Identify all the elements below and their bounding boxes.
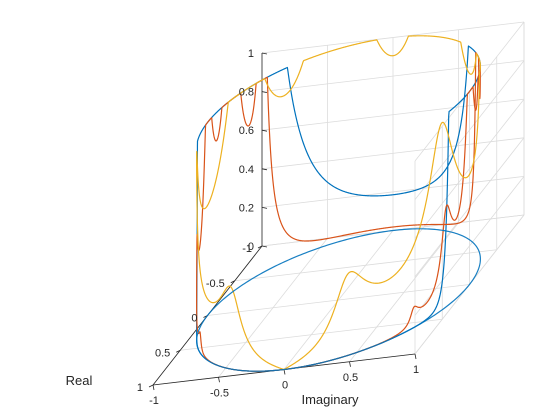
y-tick-label: 1 (413, 364, 419, 376)
z-tick-mark (261, 129, 268, 132)
z-tick-label: 0.4 (239, 164, 254, 176)
x-tick-label: -0.5 (206, 278, 225, 290)
z-tick-label: 0.8 (239, 87, 254, 99)
y-tick-label: -1 (149, 395, 159, 407)
label-layer: Real Imaginary -1 -0.5 0 0.5 1 -1 -0.5 0 0.5 1 0 0.… (66, 48, 419, 407)
y-axis-label: Imaginary (301, 392, 359, 407)
floor-gridline-y (218, 238, 328, 378)
wall-gridline-z (261, 137, 525, 170)
wall-gridline-z (261, 176, 525, 208)
floor-gridline-y (349, 222, 459, 362)
z-tick-mark (261, 52, 268, 55)
z-tick-mark (261, 207, 268, 209)
y-tick-mark (218, 377, 220, 383)
z-tick-label: 0.6 (239, 125, 254, 137)
y-tick-label: -0.5 (210, 387, 229, 399)
z-tick-label: 0 (248, 241, 254, 253)
x-axis-label: Real (66, 373, 93, 388)
y-tick-mark (283, 369, 286, 375)
wall-gridline-z (414, 60, 525, 200)
x-tick-label: 0 (191, 313, 197, 325)
floor-gridline-y (283, 230, 394, 370)
wall-gridline-z (261, 21, 525, 54)
x-tick-mark (230, 280, 235, 284)
y-tick-mark (414, 353, 417, 360)
z-tick-mark (261, 168, 268, 171)
y-tick-mark (349, 361, 351, 367)
x-tick-label: 0.5 (155, 347, 170, 359)
x-tick-mark (176, 349, 181, 353)
unit-circle-trace (196, 228, 481, 372)
z-tick-mark (261, 245, 268, 248)
axis-layer (148, 52, 417, 391)
z-tick-label: 1 (248, 48, 254, 60)
series-layer (196, 35, 481, 372)
y-tick-label: 0 (282, 380, 288, 392)
wall-gridline-z (261, 98, 525, 131)
x-tick-label: -1 (242, 243, 252, 255)
x-tick-label: 1 (137, 382, 143, 394)
z-tick-label: 0.2 (239, 202, 254, 214)
x-tick-mark (257, 245, 263, 249)
y-tick-mark (152, 384, 155, 391)
x-tick-mark (148, 384, 154, 388)
z-tick-mark (261, 91, 268, 93)
y-tick-label: 0.5 (343, 372, 358, 384)
wall-gridline-z (414, 98, 525, 239)
